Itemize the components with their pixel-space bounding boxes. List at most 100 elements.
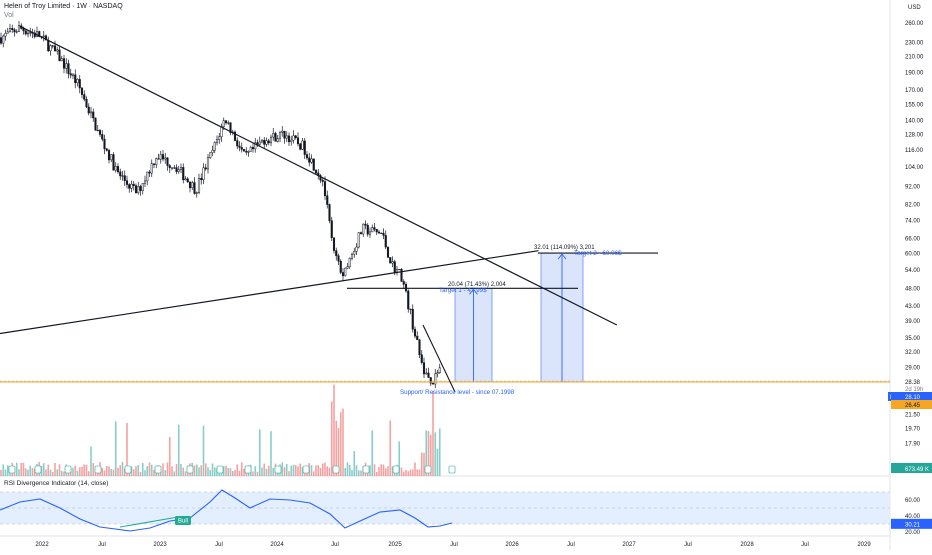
candle-body	[364, 223, 367, 226]
candle-body	[96, 129, 99, 132]
volume-bar	[112, 469, 115, 476]
time-tick: 2023	[153, 542, 167, 548]
volume-bar	[213, 467, 216, 476]
candle-body	[155, 158, 158, 165]
price-tick: 170.00	[905, 88, 924, 94]
target1-stats-label: 20.04 (71.43%) 2,004	[448, 282, 506, 288]
candle-body	[213, 142, 216, 151]
earnings-marker	[154, 465, 162, 474]
rsi-title[interactable]: RSI Divergence Indicator (14, close)	[4, 480, 109, 487]
candle-body	[429, 377, 432, 384]
volume-bar	[258, 429, 261, 476]
candle-body	[38, 31, 41, 37]
price-tick: 92.00	[905, 184, 921, 190]
candle-body	[400, 269, 403, 282]
volume-bar	[398, 441, 401, 476]
candle-body	[337, 255, 340, 262]
candle-body	[191, 182, 194, 189]
candle-body	[125, 180, 129, 185]
drawings[interactable]	[0, 25, 890, 393]
volume-bar	[355, 465, 358, 476]
measure-arrowhead-2	[557, 253, 567, 260]
volume-bar	[162, 463, 164, 476]
earnings-marker	[8, 465, 16, 474]
candle-body	[233, 131, 237, 141]
level-price-badge: 26.45	[905, 403, 921, 409]
volume-bar	[83, 464, 86, 476]
volume-bar	[281, 462, 284, 476]
volume-bar	[49, 469, 52, 476]
volume-bar	[438, 428, 441, 476]
candle-body	[321, 179, 324, 182]
time-axis[interactable]: 2022 Jul 2023 Jul 2024 Jul 2025 Jul 2026 Jul 2027 J…	[35, 542, 871, 548]
candle-body	[240, 147, 243, 150]
candle-body	[206, 157, 210, 170]
price-tick: 116.00	[905, 148, 924, 154]
candle-body	[24, 30, 27, 35]
volume-bar	[234, 469, 236, 476]
volume-bar	[335, 420, 338, 476]
time-tick: Jul	[684, 542, 692, 548]
volume-bar	[173, 471, 176, 476]
candle-body	[292, 135, 295, 141]
post-price-badge: 28.10	[905, 395, 921, 401]
volume-bar	[425, 430, 428, 476]
volume-bar	[263, 463, 266, 476]
volume-bar	[254, 466, 257, 476]
candle-body	[121, 175, 124, 177]
volume-bar	[283, 467, 286, 476]
volume-bar	[297, 466, 299, 476]
price-tick: 190.00	[905, 70, 924, 76]
candle-body	[413, 328, 417, 337]
candle-body	[200, 178, 203, 180]
volume-bar	[15, 462, 18, 476]
candle-body	[242, 149, 246, 152]
candle-body	[346, 266, 349, 269]
price-tick: 21.50	[905, 413, 921, 419]
price-tick: 35.00	[905, 336, 921, 342]
candle-body	[224, 120, 228, 124]
candle-body	[393, 261, 396, 273]
volume-bar	[432, 391, 434, 476]
earnings-marker	[448, 465, 456, 474]
candle-body	[382, 232, 385, 236]
volume-bar	[200, 465, 203, 476]
volume-bar	[47, 464, 50, 476]
earnings-marker	[274, 465, 282, 474]
countdown-badge: 2d 19h	[905, 387, 923, 393]
volume-bar	[211, 463, 214, 476]
candle-body	[285, 135, 288, 139]
candle-body	[371, 227, 374, 233]
price-axis[interactable]: 260.00 230.00 210.00 190.00 170.00 155.00 140.…	[888, 21, 932, 536]
volume-bar	[56, 469, 59, 476]
volume-bar	[164, 470, 167, 476]
volume-bar	[252, 471, 254, 476]
candle-body	[195, 192, 198, 194]
candle-body	[15, 31, 18, 33]
earnings-marker	[64, 465, 72, 474]
currency-label[interactable]: USD	[908, 5, 921, 11]
earnings-marker	[244, 465, 252, 474]
symbol-title[interactable]: Helen of Troy Limited · 1W · NASDAQ	[4, 3, 123, 10]
volume-bar	[135, 466, 137, 476]
candle-body	[204, 167, 207, 170]
volume-bar	[132, 469, 135, 476]
volume-bar	[310, 465, 313, 476]
volume-bar	[238, 470, 241, 476]
time-tick: 2024	[270, 542, 284, 548]
price-tick: 54.00	[905, 268, 921, 274]
candle-body	[130, 183, 133, 189]
volume-bar	[290, 465, 293, 476]
measure-boxes[interactable]	[454, 252, 584, 383]
candle-body	[71, 74, 75, 76]
volume-bar	[180, 463, 182, 476]
candle-body	[323, 181, 327, 197]
volume-bar	[423, 453, 425, 476]
volume-bar	[353, 451, 356, 476]
volume-bar	[414, 462, 416, 476]
volume-bar	[409, 469, 412, 476]
candle-body	[402, 281, 405, 285]
candle-body	[389, 257, 392, 264]
time-tick: Jul	[98, 542, 106, 548]
